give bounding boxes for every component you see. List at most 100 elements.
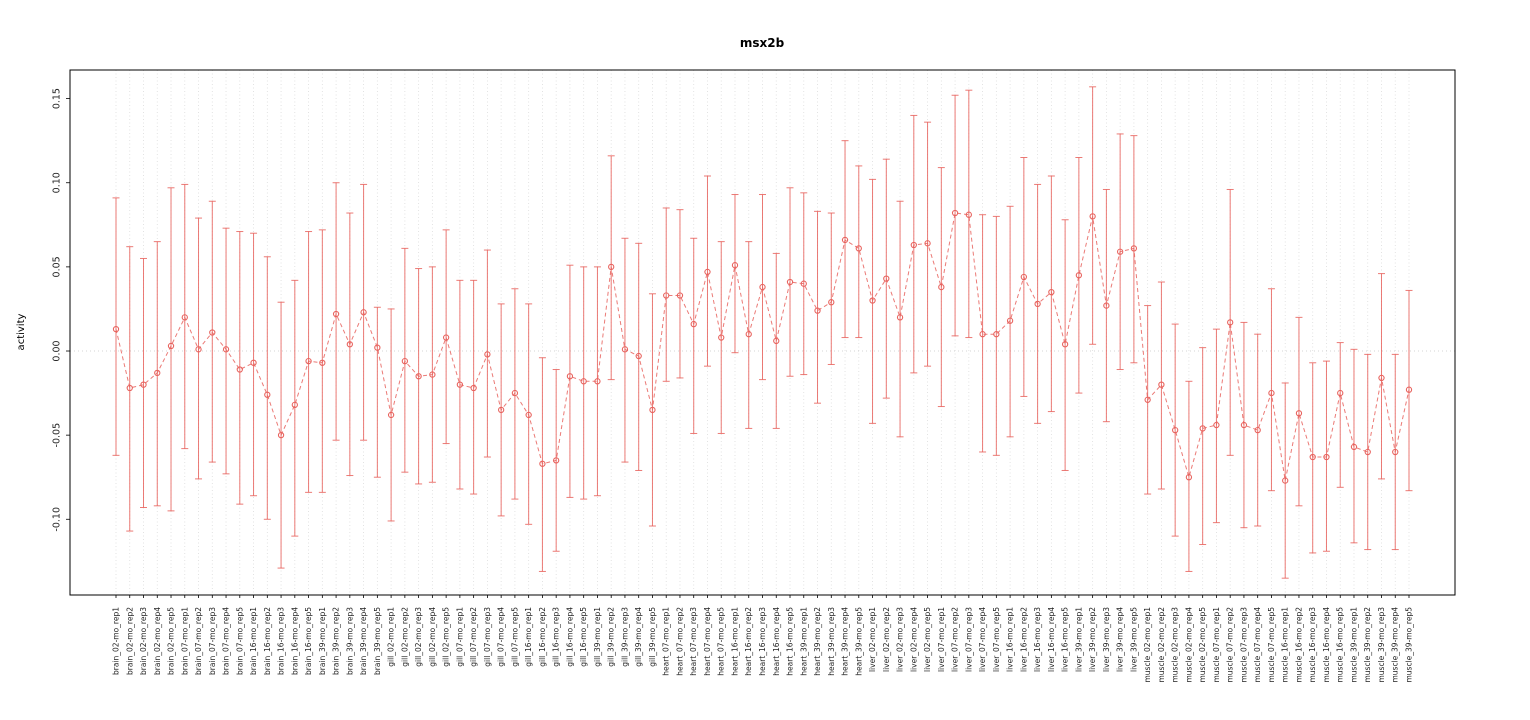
x-tick-label: gill_39-mo_rep5 — [648, 607, 657, 667]
data-point — [883, 275, 890, 282]
data-point — [1378, 374, 1385, 382]
data-point — [938, 283, 945, 291]
data-point — [1350, 443, 1358, 451]
series-line — [115, 212, 1410, 481]
x-tick-label: liver_16-mo_rep4 — [1047, 607, 1056, 672]
x-tick-label: heart_07-mo_rep3 — [689, 607, 698, 676]
x-tick-label: liver_02-mo_rep3 — [896, 607, 905, 672]
x-tick-label: brain_02-mo_rep1 — [112, 607, 121, 675]
data-point — [1020, 273, 1028, 281]
x-tick-label: muscle_02-mo_rep2 — [1157, 607, 1166, 683]
x-tick-label: brain_39-mo_rep3 — [345, 607, 354, 675]
data-point — [869, 297, 876, 304]
chart-title: msx2b — [740, 36, 785, 50]
data-point — [814, 307, 821, 314]
x-tick-label: brain_39-mo_rep2 — [332, 607, 341, 675]
x-tick-label: muscle_16-mo_rep1 — [1281, 607, 1290, 683]
x-tick-label: brain_39-mo_rep1 — [318, 607, 327, 675]
x-tick-label: muscle_39-mo_rep4 — [1391, 607, 1400, 683]
data-point — [209, 329, 216, 336]
data-point — [264, 391, 271, 398]
data-point — [965, 211, 972, 218]
x-tick-label: heart_39-mo_rep1 — [799, 607, 808, 676]
x-tick-label: liver_02-mo_rep4 — [909, 607, 918, 672]
x-tick-label: muscle_07-mo_rep5 — [1267, 607, 1276, 683]
x-tick-label: gill_07-mo_rep5 — [510, 607, 519, 667]
data-point — [828, 299, 835, 306]
data-point — [319, 359, 326, 366]
axes: -0.10 -0.05 0.00 0.05 0.10 0.15 brain_02-mo_re… — [52, 88, 1414, 682]
data-point — [470, 384, 477, 392]
data-point — [1172, 426, 1179, 434]
x-tick-label: brain_02-mo_rep5 — [167, 607, 176, 675]
data-point — [1240, 421, 1248, 429]
x-tick-label: gill_07-mo_rep3 — [483, 607, 492, 667]
x-tick-label: muscle_16-mo_rep3 — [1308, 607, 1317, 683]
data-point — [1199, 425, 1206, 432]
data-point — [181, 314, 188, 321]
x-tick-label: heart_07-mo_rep1 — [662, 607, 671, 676]
x-tick-label: gill_39-mo_rep4 — [634, 607, 643, 667]
data-point — [140, 381, 147, 388]
data-point — [442, 334, 450, 341]
data-point — [1282, 477, 1289, 484]
x-tick-label: liver_07-mo_rep3 — [964, 607, 973, 672]
x-tick-label: liver_39-mo_rep4 — [1116, 607, 1125, 672]
x-tick-label: brain_39-mo_rep4 — [359, 607, 368, 675]
data-point — [663, 292, 670, 299]
x-tick-label: liver_07-mo_rep1 — [937, 607, 946, 672]
data-point — [539, 460, 546, 467]
x-tick-label: gill_16-mo_rep1 — [524, 607, 533, 667]
y-tick-label: 0.10 — [52, 172, 63, 193]
x-tick-label: muscle_16-mo_rep5 — [1336, 607, 1345, 683]
x-tick-label: heart_39-mo_rep3 — [827, 607, 836, 676]
x-tick-label: liver_39-mo_rep2 — [1088, 607, 1097, 672]
x-tick-label: brain_07-mo_rep5 — [235, 607, 244, 675]
data-point — [1075, 272, 1083, 279]
data-point — [277, 431, 285, 439]
data-point — [1309, 453, 1316, 461]
data-point — [1061, 341, 1069, 348]
data-point — [346, 341, 353, 348]
data-point — [1185, 474, 1193, 481]
x-tick-label: gill_16-mo_rep5 — [579, 607, 588, 667]
x-tick-label: gill_02-mo_rep5 — [442, 607, 451, 667]
data-point — [1227, 319, 1234, 326]
data-point — [635, 352, 642, 360]
x-tick-label: liver_16-mo_rep2 — [1019, 607, 1028, 672]
y-tick-label: 0.05 — [52, 256, 63, 277]
x-tick-label: gill_39-mo_rep2 — [607, 607, 616, 667]
data-point — [553, 457, 560, 464]
data-point — [924, 240, 931, 247]
x-tick-label: heart_39-mo_rep4 — [841, 607, 850, 676]
x-tick-label: gill_16-mo_rep2 — [538, 607, 547, 667]
x-tick-label: liver_07-mo_rep2 — [951, 607, 960, 672]
x-tick-label: gill_02-mo_rep2 — [400, 607, 409, 667]
x-tick-label: gill_02-mo_rep1 — [387, 607, 396, 667]
x-tick-label: heart_16-mo_rep3 — [758, 607, 767, 676]
data-point — [112, 325, 120, 333]
x-tick-label: muscle_16-mo_rep2 — [1294, 607, 1303, 683]
data-point — [456, 381, 464, 388]
data-point — [855, 245, 862, 252]
data-point — [621, 346, 629, 353]
data-point — [704, 268, 711, 276]
data-point — [786, 278, 794, 286]
data-point — [484, 351, 491, 358]
data-point — [608, 263, 615, 271]
data-point — [511, 389, 519, 397]
y-axis-label: activity — [16, 313, 27, 350]
x-tick-label: muscle_02-mo_rep3 — [1171, 607, 1180, 683]
x-tick-label: brain_02-mo_rep2 — [125, 607, 134, 675]
x-tick-label: muscle_39-mo_rep2 — [1363, 607, 1372, 683]
y-tick-label: -0.10 — [52, 507, 63, 532]
x-tick-label: gill_39-mo_rep1 — [593, 607, 602, 667]
x-tick-label: brain_02-mo_rep4 — [153, 607, 162, 675]
x-tick-label: brain_07-mo_rep1 — [180, 607, 189, 675]
x-tick-label: gill_16-mo_rep4 — [565, 607, 574, 667]
x-tick-label: brain_07-mo_rep2 — [194, 607, 203, 675]
data-point — [1158, 381, 1165, 388]
x-tick-label: brain_16-mo_rep4 — [290, 607, 299, 675]
x-tick-label: gill_02-mo_rep4 — [428, 607, 437, 667]
